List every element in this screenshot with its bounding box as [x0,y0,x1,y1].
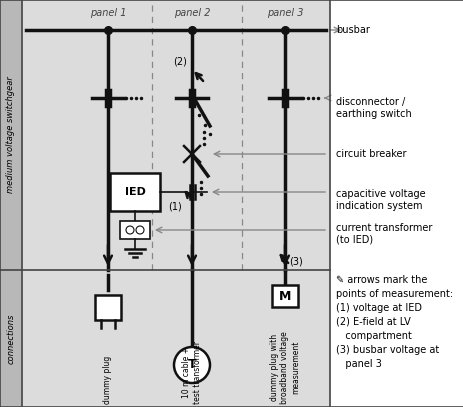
Text: (1) voltage at IED: (1) voltage at IED [335,303,421,313]
Text: (2) E-field at LV: (2) E-field at LV [335,317,410,327]
Text: (3) busbar voltage at: (3) busbar voltage at [335,345,438,355]
Text: panel 3: panel 3 [335,359,381,369]
Text: (3): (3) [288,257,302,267]
Text: points of measurement:: points of measurement: [335,289,452,299]
Text: compartment: compartment [335,331,411,341]
Text: (1): (1) [168,202,181,212]
Text: ✎ arrows mark the: ✎ arrows mark the [335,275,426,285]
Bar [271,285,297,307]
Text: medium voltage switchgear: medium voltage switchgear [6,77,15,193]
Text: disconnector /
earthing switch: disconnector / earthing switch [335,97,411,119]
Bar [120,221,150,239]
Bar [0,0,22,407]
Bar [22,0,329,270]
Bar [22,270,329,407]
Bar [110,173,160,211]
Text: dummy plug with
broadband voltage
measurement: dummy plug with broadband voltage measur… [269,331,299,404]
Bar [95,295,121,320]
Text: T: T [187,359,196,372]
Text: panel 3: panel 3 [266,8,303,18]
Text: current transformer
(to IED): current transformer (to IED) [335,223,432,245]
Text: capacitive voltage
indication system: capacitive voltage indication system [335,189,425,211]
Text: circuit breaker: circuit breaker [335,149,406,159]
Text: 10 m cable +
test transformer: 10 m cable + test transformer [182,341,201,404]
Text: M: M [278,289,291,302]
Text: dummy plug: dummy plug [103,356,112,404]
Bar [329,0,463,407]
Circle shape [174,347,210,383]
Text: connections: connections [6,313,15,364]
Text: (2): (2) [173,57,187,67]
Text: IED: IED [124,187,145,197]
Text: panel 2: panel 2 [173,8,210,18]
Text: busbar: busbar [335,25,369,35]
Text: panel 1: panel 1 [89,8,126,18]
